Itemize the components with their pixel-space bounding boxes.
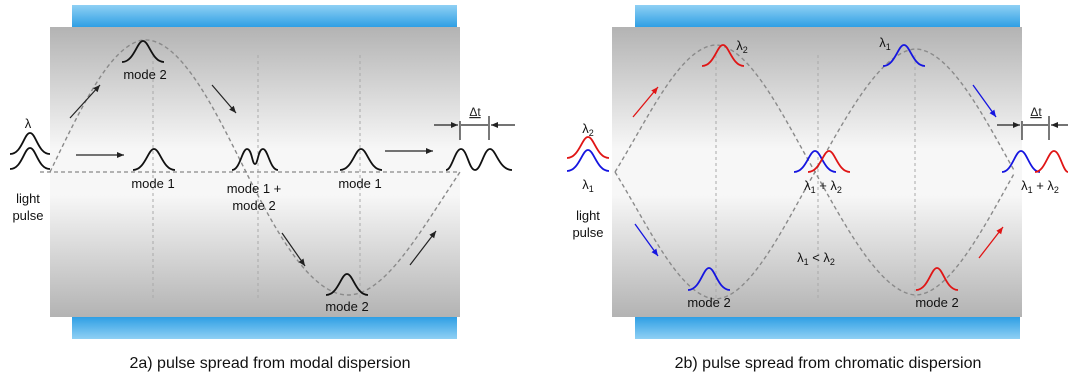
ray-path-b2 bbox=[614, 48, 1016, 300]
panel-b: λ2 λ1 light pulse λ2 λ1 λ1 + λ2 λ1 < λ2 … bbox=[566, 5, 1069, 372]
mode2-bottom-label: mode 2 bbox=[325, 299, 368, 314]
mode2-mid-label: mode 2 bbox=[232, 198, 275, 213]
lambda-sum-output-label: λ1 + λ2 bbox=[1021, 178, 1059, 195]
pulse-blue-bottom bbox=[687, 267, 731, 291]
pulse-red-center bbox=[807, 150, 851, 173]
delta-t-marker-a bbox=[434, 116, 515, 140]
mode2-left-label-b: mode 2 bbox=[687, 295, 730, 310]
lambda2-top-label: λ2 bbox=[736, 38, 748, 55]
red-arrow-bottom-right bbox=[978, 226, 1004, 259]
pulse-red-top bbox=[701, 44, 745, 67]
red-arrow-top-left bbox=[632, 86, 659, 118]
pulses-b bbox=[566, 44, 1069, 291]
blue-arrow-top-right bbox=[972, 84, 997, 118]
lambda-less-label: λ1 < λ2 bbox=[797, 250, 835, 267]
guide-lines-a bbox=[152, 55, 361, 300]
fiber-cladding-top-a bbox=[72, 5, 457, 27]
fiber-cladding-top-b bbox=[635, 5, 1020, 27]
input-pulse-a1 bbox=[9, 132, 51, 155]
delta-t-label-b: Δt bbox=[1030, 105, 1042, 119]
pulse-blue-top bbox=[882, 44, 926, 67]
lambda1-top-label: λ1 bbox=[879, 35, 891, 52]
panel-a: λ light pulse mode 2 mode 1 mode 1 + mod… bbox=[9, 5, 515, 372]
input-pulse-a2 bbox=[9, 147, 51, 170]
fiber-cladding-bottom-b bbox=[635, 317, 1020, 339]
delta-t-label-a: Δt bbox=[469, 105, 481, 119]
output-pulse-blue bbox=[1001, 150, 1041, 173]
pulse-mode2-bottom bbox=[325, 273, 369, 296]
fiber-core-b bbox=[612, 27, 1022, 317]
lambda1-input-label: λ1 bbox=[582, 177, 594, 194]
input-pulse-blue bbox=[566, 149, 610, 172]
lambda-label-a: λ bbox=[25, 116, 32, 131]
pulse-combined bbox=[231, 148, 279, 171]
blue-arrow-bottom-left bbox=[634, 223, 659, 257]
pulse-label-b: pulse bbox=[572, 225, 603, 240]
pulse-blue-center bbox=[793, 150, 837, 173]
input-pulse-red bbox=[566, 136, 610, 159]
pulse-label-a: pulse bbox=[12, 208, 43, 223]
pulse-red-bottom bbox=[915, 267, 959, 291]
caption-b: 2b) pulse spread from chromatic dispersi… bbox=[675, 355, 982, 372]
mode1-label-a: mode 1 bbox=[131, 176, 174, 191]
pulse-mode2-top bbox=[121, 40, 165, 63]
delta-t-marker-b bbox=[997, 116, 1068, 140]
caption-a: 2a) pulse spread from modal dispersion bbox=[129, 355, 410, 372]
pulses-a bbox=[9, 40, 513, 296]
light-label-b: light bbox=[576, 208, 600, 223]
mode2-right-label-b: mode 2 bbox=[915, 295, 958, 310]
pulse-mode1-a bbox=[132, 148, 176, 171]
fiber-cladding-bottom-a bbox=[72, 317, 457, 339]
mode1-label-b: mode 1 bbox=[338, 176, 381, 191]
mode1-plus-label: mode 1 + bbox=[227, 181, 282, 196]
light-label-a: light bbox=[16, 191, 40, 206]
lambda-sum-center-label: λ1 + λ2 bbox=[804, 178, 842, 195]
ray-path-a bbox=[49, 39, 461, 296]
mode2-top-label: mode 2 bbox=[123, 67, 166, 82]
lambda2-input-label: λ2 bbox=[582, 121, 594, 138]
output-pulses-a bbox=[445, 148, 513, 171]
direction-arrows-a bbox=[69, 84, 437, 267]
output-pulse-red bbox=[1034, 150, 1069, 173]
pulse-mode1-b bbox=[339, 148, 383, 171]
